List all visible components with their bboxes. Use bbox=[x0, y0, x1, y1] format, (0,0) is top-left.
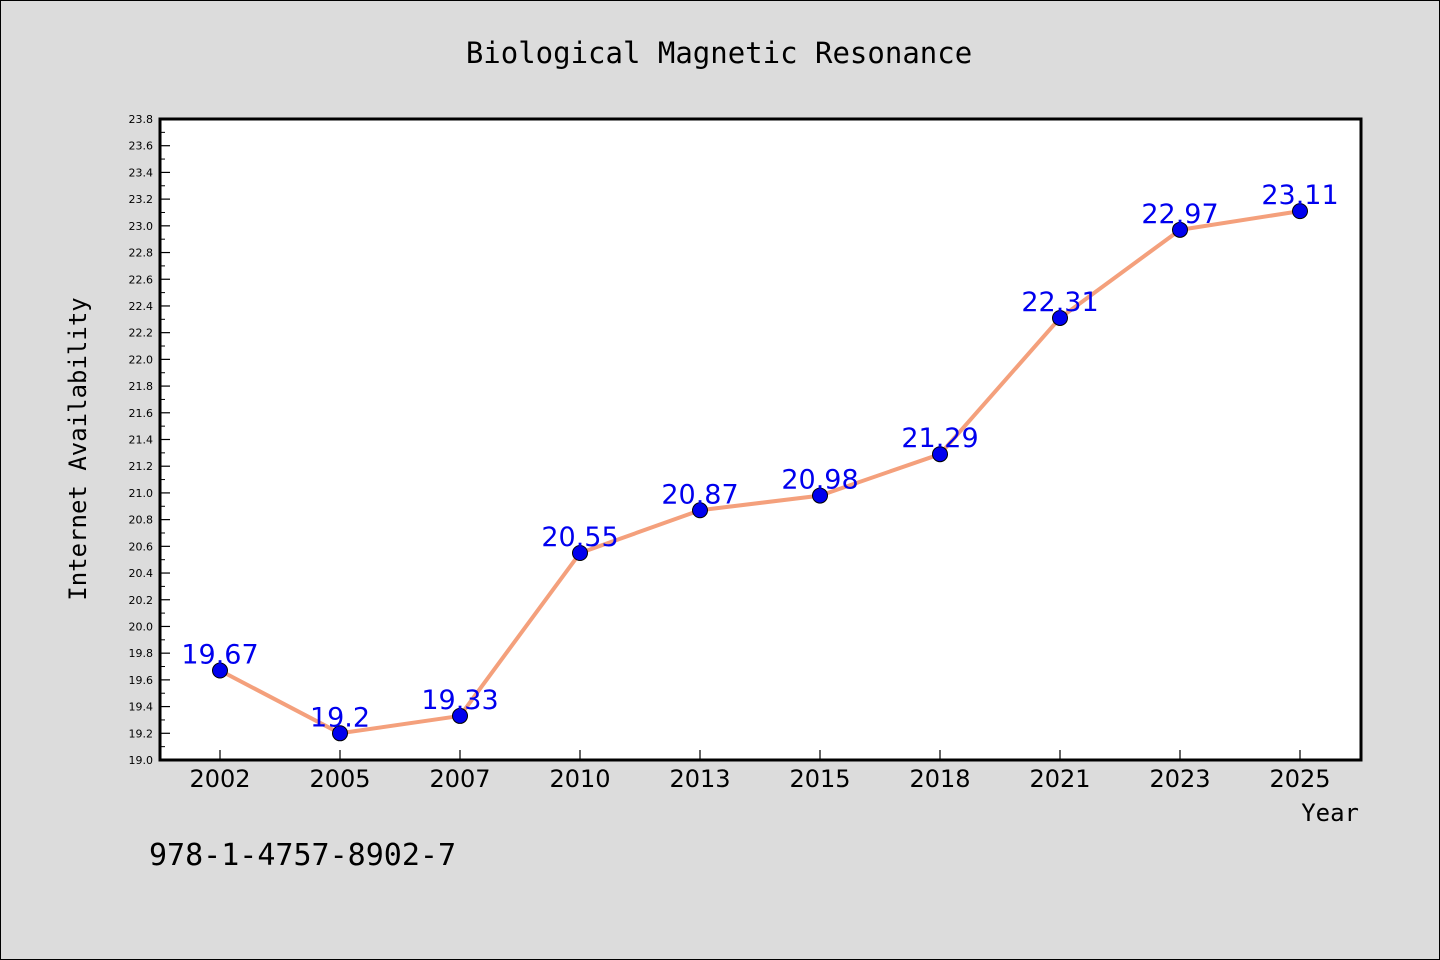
x-tick-label: 2018 bbox=[909, 765, 970, 793]
series-polyline bbox=[218, 209, 1302, 736]
y-tick-label: 22.6 bbox=[129, 273, 154, 286]
x-tick-label: 2007 bbox=[429, 765, 490, 793]
y-tick-label: 22.0 bbox=[129, 353, 154, 366]
y-tick-label: 21.4 bbox=[129, 434, 154, 447]
y-tick-label: 20.2 bbox=[129, 594, 154, 607]
x-tick-label: 2023 bbox=[1149, 765, 1210, 793]
x-tick-label: 2010 bbox=[549, 765, 610, 793]
y-tick-label: 23.0 bbox=[129, 220, 154, 233]
y-axis: 19.0 19.2 19.4 19.6 19.8 20.0 20.2 20.4 20.6 20.8… bbox=[129, 113, 170, 767]
data-point bbox=[212, 662, 228, 679]
data-label: 20.87 bbox=[661, 479, 738, 510]
data-point bbox=[1172, 221, 1188, 238]
y-tick-label: 21.0 bbox=[129, 487, 154, 500]
data-point bbox=[572, 545, 588, 562]
x-tick-label: 2002 bbox=[189, 765, 250, 793]
y-tick-label: 20.0 bbox=[129, 620, 154, 633]
data-label: 22.97 bbox=[1141, 199, 1218, 230]
footer-isbn: 978-1-4757-8902-7 bbox=[149, 838, 456, 873]
y-tick-label: 22.2 bbox=[129, 327, 154, 340]
y-tick-label: 23.2 bbox=[129, 193, 154, 206]
x-tick-label: 2015 bbox=[789, 765, 850, 793]
data-label: 22.31 bbox=[1021, 287, 1098, 318]
x-axis: 2002 2005 2007 2010 2013 2015 2018 2021 2023 2025 bbox=[189, 750, 1331, 793]
data-label: 21.29 bbox=[901, 423, 978, 454]
y-tick-label: 19.4 bbox=[129, 701, 154, 714]
y-tick-label: 19.0 bbox=[129, 754, 154, 767]
data-point bbox=[932, 446, 948, 463]
data-label: 20.55 bbox=[541, 522, 618, 553]
data-labels: 19.67 19.2 19.33 20.55 20.87 20.98 21.29 22.31 2… bbox=[181, 180, 1338, 733]
plot-area bbox=[158, 117, 1363, 762]
y-tick-label: 22.4 bbox=[129, 300, 154, 313]
data-point bbox=[452, 707, 468, 724]
y-tick-label: 19.8 bbox=[129, 647, 154, 660]
data-markers bbox=[212, 203, 1308, 742]
y-tick-label: 23.6 bbox=[129, 140, 154, 153]
x-tick-label: 2021 bbox=[1029, 765, 1090, 793]
y-tick-label: 23.4 bbox=[129, 166, 154, 179]
y-tick-label: 20.8 bbox=[129, 514, 154, 527]
x-tick-label: 2005 bbox=[309, 765, 370, 793]
y-tick-label: 23.8 bbox=[129, 113, 154, 126]
chart-title: Biological Magnetic Resonance bbox=[466, 36, 972, 70]
data-point bbox=[812, 487, 828, 504]
y-tick-label: 22.8 bbox=[129, 247, 154, 260]
data-label: 19.67 bbox=[181, 640, 258, 671]
y-tick-label: 21.6 bbox=[129, 407, 154, 420]
x-tick-label: 2025 bbox=[1269, 765, 1330, 793]
y-tick-label: 19.2 bbox=[129, 727, 154, 740]
data-point bbox=[1052, 309, 1068, 326]
y-axis-label: Internet Availability bbox=[64, 297, 92, 600]
y-tick-label: 20.6 bbox=[129, 540, 154, 553]
data-label: 23.11 bbox=[1261, 180, 1338, 211]
data-label: 19.33 bbox=[421, 685, 498, 716]
y-tick-label: 21.8 bbox=[129, 380, 154, 393]
x-axis-label: Year bbox=[1301, 799, 1359, 827]
y-tick-label: 19.6 bbox=[129, 674, 154, 687]
data-point bbox=[692, 502, 708, 519]
series-line bbox=[218, 209, 1302, 736]
data-label: 19.2 bbox=[310, 702, 370, 733]
data-point bbox=[1292, 203, 1308, 220]
y-tick-label: 20.4 bbox=[129, 567, 154, 580]
data-label: 20.98 bbox=[781, 465, 858, 496]
x-tick-label: 2013 bbox=[669, 765, 730, 793]
y-tick-label: 21.2 bbox=[129, 460, 154, 473]
data-point bbox=[332, 725, 348, 742]
